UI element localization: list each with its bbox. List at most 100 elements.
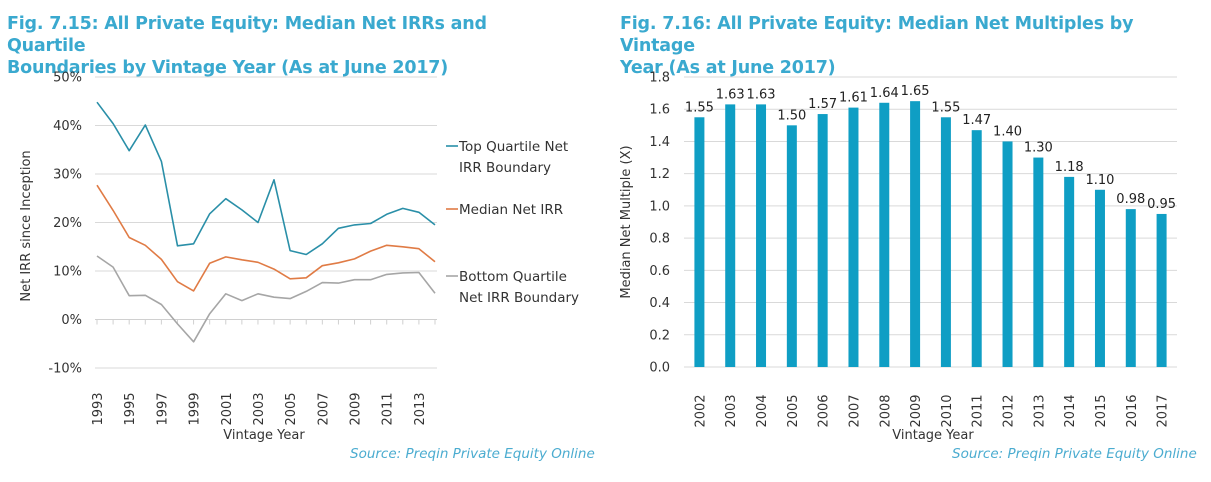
left-x-tick-label: 1995: [123, 392, 138, 425]
right-y-tick-label: 0.2: [649, 328, 670, 343]
legend-label: Net IRR Boundary: [459, 290, 579, 306]
left-title-line1: Fig. 7.15: All Private Equity: Median Ne…: [7, 14, 487, 56]
left-x-axis-ticks: 1993 1995 1997 1999 2001 2003 2005 2007 2009 2011…: [91, 392, 428, 425]
right-x-tick-label: 2007: [847, 394, 862, 427]
left-y-tick-label: 20%: [53, 216, 82, 231]
left-legend: Top Quartile Net IRR Boundary Median Net I…: [446, 139, 579, 306]
right-y-tick-label: 1.6: [649, 103, 670, 118]
bar-data-label: 1.55: [931, 100, 960, 115]
bottom-quartile-line: [96, 255, 436, 343]
right-x-tick-label: 2012: [1002, 394, 1017, 427]
right-x-tick-label: 2006: [817, 394, 832, 427]
right-x-tick-label: 2009: [909, 394, 924, 427]
bar-2010: [940, 117, 951, 368]
left-x-tick-label: 2013: [413, 392, 428, 425]
left-x-tick-label: 2011: [381, 392, 396, 425]
legend-label: Top Quartile Net: [458, 139, 568, 155]
left-series-lines: [96, 101, 436, 343]
right-title-line2: Year (As at June 2017): [620, 58, 836, 78]
right-x-tick-label: 2008: [878, 394, 893, 427]
left-source-note: Source: Preqin Private Equity Online: [350, 446, 595, 462]
left-x-axis-title: Vintage Year: [223, 428, 305, 443]
right-x-tick-label: 2004: [755, 394, 770, 427]
left-y-tick-label: -10%: [48, 362, 82, 377]
bar-data-label: 1.50: [777, 108, 806, 123]
right-bars: [694, 101, 1167, 368]
right-title-line1: Fig. 7.16: All Private Equity: Median Ne…: [620, 14, 1134, 56]
bar-data-label: 1.65: [901, 84, 930, 99]
right-gridlines: [684, 76, 1177, 368]
left-x-tick-label: 1999: [188, 392, 203, 425]
right-x-tick-label: 2010: [940, 394, 955, 427]
left-x-tick-label: 2005: [284, 392, 299, 425]
right-y-tick-label: 1.2: [649, 167, 670, 182]
right-x-tick-label: 2003: [724, 394, 739, 427]
bar-2006: [817, 114, 828, 367]
bar-2016: [1125, 209, 1136, 367]
legend-label: IRR Boundary: [459, 160, 551, 176]
left-x-tick-label: 2003: [252, 392, 267, 425]
left-x-tick-label: 2001: [220, 392, 235, 425]
right-x-tick-label: 2016: [1125, 394, 1140, 427]
left-y-tick-label: 30%: [53, 168, 82, 183]
bar-2009: [910, 101, 921, 368]
right-source-note: Source: Preqin Private Equity Online: [952, 446, 1197, 462]
bar-data-label: 1.63: [747, 87, 776, 102]
bar-data-label: 1.61: [839, 91, 868, 106]
bar-data-label: 1.63: [716, 87, 745, 102]
bar-2017: [1156, 213, 1167, 367]
bar-2013: [1033, 157, 1044, 367]
bar-data-label: 0.95: [1147, 197, 1176, 212]
right-y-axis-ticks: 1.8 1.6 1.4 1.2 1.0 0.8 0.6 0.4 0.2 0.0: [649, 71, 670, 376]
left-y-axis-title: Net IRR since Inception: [19, 150, 34, 301]
median-line: [96, 184, 436, 292]
bar-2002: [694, 117, 705, 368]
right-x-tick-label: 2017: [1156, 394, 1171, 427]
right-data-labels: 1.551.63 1.631.501.57 1.61 1.64 1.651.551.47…: [685, 84, 1176, 212]
right-x-tick-label: 2002: [693, 394, 708, 427]
right-y-tick-label: 0.8: [649, 232, 670, 247]
left-x-tick-label: 2009: [349, 392, 364, 425]
right-y-axis-title: Median Net Multiple (X): [619, 145, 634, 298]
right-y-tick-label: 0.0: [649, 361, 670, 376]
bar-data-label: 1.30: [1024, 141, 1053, 156]
bar-2005: [786, 125, 797, 367]
right-y-tick-label: 1.0: [649, 199, 670, 214]
legend-label: Median Net IRR: [459, 202, 563, 218]
legend-label: Bottom Quartile: [459, 269, 567, 285]
right-y-tick-label: 0.6: [649, 264, 670, 279]
right-chart-title: Fig. 7.16: All Private Equity: Median Ne…: [620, 13, 1180, 79]
left-title-line2: Boundaries by Vintage Year (As at June 2…: [7, 58, 449, 78]
multiple-bar-chart: 1.81.61.41.21.00.80.60.40.20.0 1.551.63 1…: [619, 71, 1177, 443]
bar-2008: [879, 102, 890, 368]
right-y-tick-label: 0.4: [649, 296, 670, 311]
bar-data-label: 1.40: [993, 124, 1022, 139]
bar-2014: [1064, 176, 1075, 367]
left-x-tick-label: 1997: [155, 392, 170, 425]
left-y-tick-label: 50%: [53, 71, 82, 86]
bar-data-label: 1.18: [1055, 160, 1084, 175]
right-y-tick-label: 1.8: [649, 71, 670, 86]
right-x-tick-label: 2014: [1063, 394, 1078, 427]
bar-data-label: 1.55: [685, 100, 714, 115]
right-x-axis-title: Vintage Year: [892, 428, 974, 443]
left-x-tick-label: 2007: [316, 392, 331, 425]
bar-data-label: 1.10: [1085, 173, 1114, 188]
bar-2011: [971, 130, 982, 367]
bar-2007: [848, 107, 859, 367]
left-chart-title: Fig. 7.15: All Private Equity: Median Ne…: [7, 13, 567, 79]
right-x-tick-label: 2013: [1032, 394, 1047, 427]
right-x-tick-label: 2005: [786, 394, 801, 427]
left-gridlines: [95, 76, 437, 369]
bar-data-label: 1.64: [870, 86, 899, 101]
right-x-axis-ticks: 2002 2003 2004 2005 2006 2007 2008 2009 2010 2011…: [693, 394, 1170, 427]
left-y-tick-label: 0%: [61, 313, 82, 328]
bar-2004: [756, 104, 767, 367]
left-y-tick-label: 10%: [53, 265, 82, 280]
top-quartile-line: [96, 101, 436, 256]
bar-2012: [1002, 141, 1013, 367]
bar-data-label: 1.47: [962, 113, 991, 128]
right-x-tick-label: 2011: [971, 394, 986, 427]
left-x-tick-label: 1993: [91, 392, 106, 425]
